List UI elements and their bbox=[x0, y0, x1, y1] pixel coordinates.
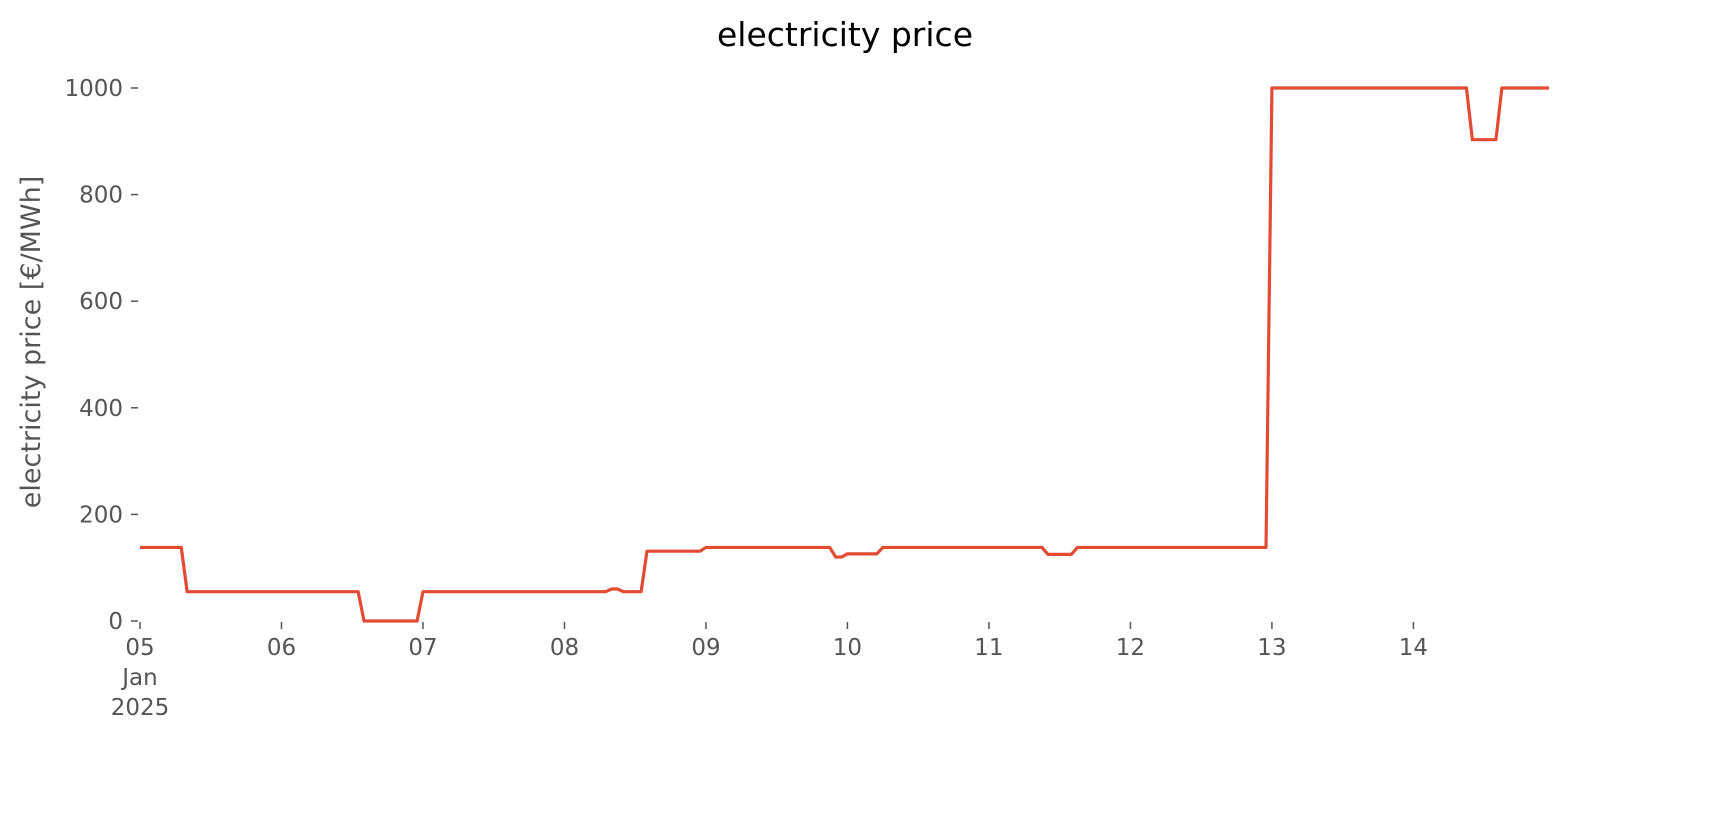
y-tick-label: 600 bbox=[79, 289, 123, 315]
y-tick-label: 400 bbox=[79, 396, 123, 422]
x-tick-label: 06 bbox=[267, 635, 296, 661]
data-line bbox=[140, 86, 1549, 623]
y-axis-label: electricity price [€/MWh] bbox=[16, 176, 47, 508]
x-tick-label: 14 bbox=[1399, 635, 1428, 661]
y-tick-label: 800 bbox=[79, 183, 123, 209]
x-tick-label: Jan bbox=[120, 665, 157, 691]
y-tick-label: 200 bbox=[79, 502, 123, 528]
x-tick-label: 13 bbox=[1257, 635, 1286, 661]
y-tick-label: 1000 bbox=[64, 76, 123, 102]
chart-title: electricity price bbox=[717, 15, 973, 54]
x-tick-label: 2025 bbox=[111, 695, 170, 721]
x-tick-label: 12 bbox=[1116, 635, 1145, 661]
x-tick-label: 05 bbox=[125, 635, 154, 661]
x-tick-label: 11 bbox=[974, 635, 1003, 661]
x-tick-label: 10 bbox=[833, 635, 862, 661]
x-tick-label: 09 bbox=[691, 635, 720, 661]
x-tick-label: 08 bbox=[550, 635, 579, 661]
y-tick-label: 0 bbox=[108, 609, 123, 635]
x-tick-label: 07 bbox=[408, 635, 437, 661]
